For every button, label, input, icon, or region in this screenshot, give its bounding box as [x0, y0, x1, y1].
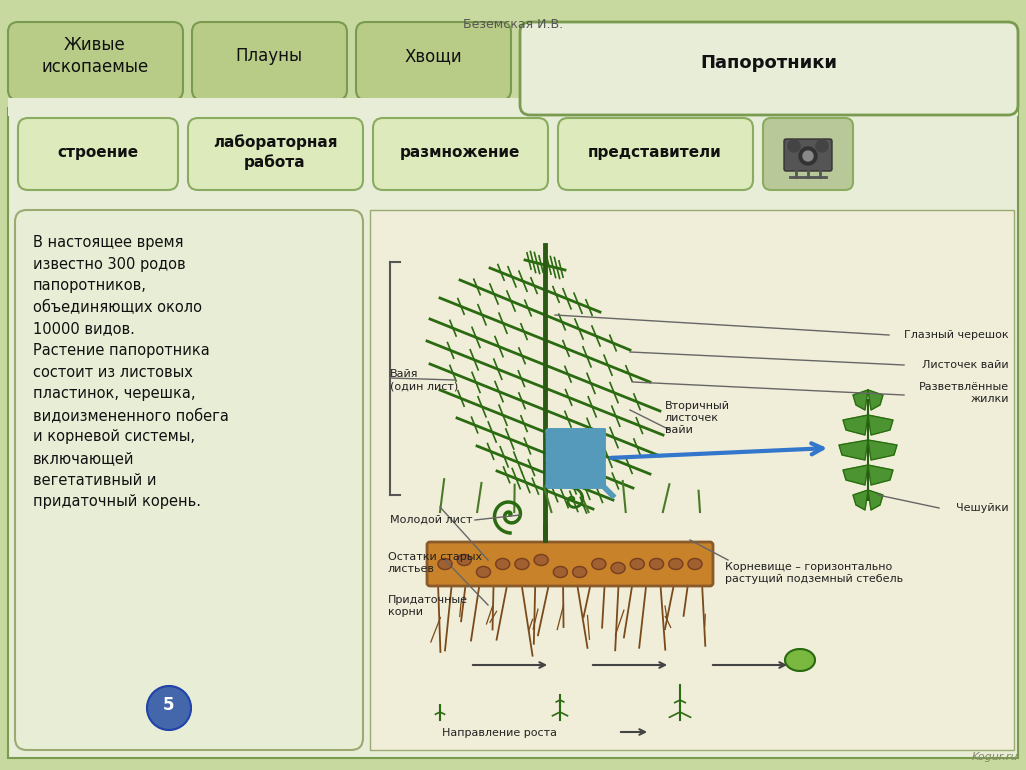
Text: Папоротники: Папоротники [701, 54, 837, 72]
Ellipse shape [688, 558, 702, 570]
Ellipse shape [515, 558, 529, 570]
Text: Хвощи: Хвощи [404, 47, 462, 65]
Ellipse shape [458, 554, 471, 565]
Polygon shape [853, 490, 868, 510]
Circle shape [547, 430, 603, 486]
Text: Плауны: Плауны [235, 47, 303, 65]
Text: Вторичный
листочек
вайи: Вторичный листочек вайи [665, 401, 731, 434]
Ellipse shape [496, 558, 510, 570]
FancyBboxPatch shape [18, 118, 177, 190]
FancyBboxPatch shape [192, 22, 347, 100]
Text: лабораторная
работа: лабораторная работа [212, 134, 338, 169]
FancyBboxPatch shape [356, 22, 511, 100]
Polygon shape [853, 390, 868, 410]
Text: Остатки старых
листьев: Остатки старых листьев [388, 552, 482, 574]
Ellipse shape [785, 649, 815, 671]
Ellipse shape [592, 558, 605, 570]
Polygon shape [839, 440, 868, 460]
FancyBboxPatch shape [427, 542, 713, 586]
Text: 5: 5 [163, 696, 174, 714]
Text: Молодой лист: Молодой лист [390, 515, 473, 525]
FancyBboxPatch shape [784, 139, 832, 171]
Text: Направление роста: Направление роста [442, 728, 557, 738]
FancyBboxPatch shape [520, 22, 1018, 115]
Polygon shape [843, 415, 868, 435]
Polygon shape [868, 415, 893, 435]
Text: Kogur.ru: Kogur.ru [972, 752, 1018, 762]
Polygon shape [843, 465, 868, 485]
Ellipse shape [535, 554, 548, 565]
Polygon shape [868, 440, 897, 460]
Bar [370, 210, 1014, 750]
Polygon shape [868, 490, 883, 510]
FancyBboxPatch shape [188, 118, 363, 190]
Bar [8, 108, 1018, 758]
Text: Беземская И.В.: Беземская И.В. [463, 18, 563, 31]
Text: Разветвлённые
жилки: Разветвлённые жилки [919, 382, 1009, 403]
FancyBboxPatch shape [15, 210, 363, 750]
Circle shape [788, 140, 800, 152]
Polygon shape [868, 465, 893, 485]
Text: размножение: размножение [400, 145, 520, 159]
Text: Вайя
(один лист): Вайя (один лист) [390, 369, 459, 391]
Text: Придаточные
корни: Придаточные корни [388, 595, 468, 617]
FancyBboxPatch shape [8, 22, 183, 100]
Circle shape [803, 151, 813, 161]
Text: представители: представители [588, 145, 722, 159]
Ellipse shape [438, 558, 452, 570]
Text: строение: строение [57, 145, 139, 159]
Ellipse shape [553, 567, 567, 578]
Text: Чешуйки: Чешуйки [956, 503, 1009, 513]
Bar [8, 98, 1018, 116]
Text: Листочек вайи: Листочек вайи [922, 360, 1009, 370]
Text: Корневище – горизонтально
растущий подземный стебель: Корневище – горизонтально растущий подзе… [725, 562, 903, 584]
Text: Глазный черешок: Глазный черешок [904, 330, 1009, 340]
Ellipse shape [649, 558, 664, 570]
Circle shape [816, 140, 828, 152]
FancyBboxPatch shape [763, 118, 853, 190]
Ellipse shape [630, 558, 644, 570]
Text: Живые
ископаемые: Живые ископаемые [41, 36, 149, 76]
Ellipse shape [611, 563, 625, 574]
Ellipse shape [669, 558, 682, 570]
Polygon shape [868, 390, 883, 410]
FancyBboxPatch shape [373, 118, 548, 190]
Circle shape [799, 147, 817, 165]
FancyBboxPatch shape [558, 118, 753, 190]
Ellipse shape [476, 567, 490, 578]
Ellipse shape [573, 567, 587, 578]
Text: В настоящее время
известно 300 родов
папоротников,
объединяющих около
10000 видо: В настоящее время известно 300 родов пап… [33, 235, 229, 509]
Circle shape [147, 686, 191, 730]
